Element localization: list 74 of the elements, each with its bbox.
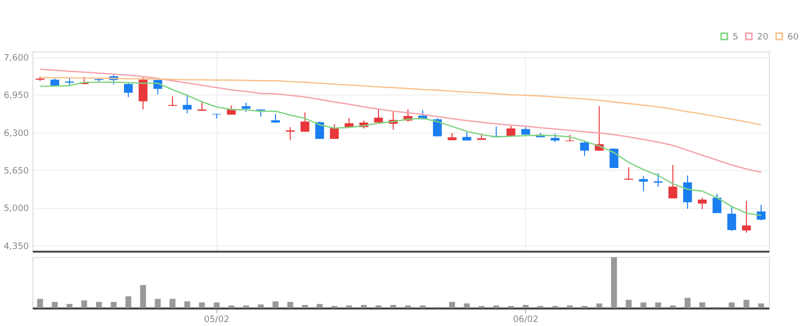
candlestick bbox=[756, 204, 766, 221]
bar bbox=[37, 298, 43, 308]
candlestick bbox=[683, 175, 692, 210]
bar bbox=[449, 302, 456, 308]
bar bbox=[52, 302, 58, 308]
candlestick bbox=[374, 108, 383, 124]
x-tick-label: 05/02 bbox=[204, 315, 230, 326]
bar bbox=[154, 298, 161, 308]
bar bbox=[655, 302, 662, 308]
x-tick-label: 06/02 bbox=[513, 315, 538, 326]
bar bbox=[170, 298, 176, 308]
bar bbox=[493, 305, 500, 308]
bar bbox=[743, 300, 750, 308]
bar bbox=[699, 302, 706, 308]
bar bbox=[360, 304, 367, 308]
bar bbox=[214, 302, 220, 308]
bar bbox=[522, 304, 529, 308]
bar bbox=[66, 304, 72, 308]
legend-label: 20 bbox=[757, 32, 769, 42]
y-tick-label: 5,000 bbox=[4, 204, 30, 214]
bar bbox=[81, 300, 88, 308]
candlestick bbox=[610, 148, 618, 168]
bar bbox=[184, 301, 190, 308]
candlestick bbox=[580, 140, 589, 156]
y-tick-label: 6,300 bbox=[4, 128, 30, 139]
candlestick bbox=[315, 121, 324, 140]
bar bbox=[272, 301, 278, 308]
candlestick bbox=[124, 82, 133, 98]
candlestick bbox=[668, 164, 678, 199]
candlestick bbox=[639, 176, 648, 192]
bar bbox=[566, 305, 573, 308]
bar bbox=[96, 302, 102, 308]
bar bbox=[258, 304, 264, 308]
y-tick-label: 6,950 bbox=[4, 91, 30, 102]
bar bbox=[611, 257, 617, 308]
bar bbox=[198, 302, 205, 308]
y-tick-label: 4,350 bbox=[4, 242, 30, 252]
bar bbox=[390, 304, 396, 308]
candlestick bbox=[300, 112, 310, 132]
bar bbox=[140, 285, 146, 308]
bar bbox=[420, 305, 426, 308]
bar bbox=[640, 302, 646, 308]
candlestick bbox=[742, 200, 751, 234]
bar bbox=[626, 300, 632, 308]
candlestick bbox=[727, 205, 736, 232]
bar bbox=[376, 305, 382, 308]
y-tick-label: 7,600 bbox=[4, 54, 30, 64]
bar bbox=[758, 303, 764, 308]
bar bbox=[346, 305, 352, 308]
y-tick-label: 5,650 bbox=[4, 166, 30, 177]
bar bbox=[464, 303, 470, 308]
bar bbox=[728, 302, 735, 308]
bar bbox=[287, 302, 294, 308]
bar bbox=[405, 305, 411, 308]
candlestick bbox=[182, 94, 192, 114]
bar bbox=[302, 304, 308, 308]
bar bbox=[228, 305, 234, 308]
legend-label: 60 bbox=[787, 32, 800, 42]
candlestick bbox=[330, 124, 339, 140]
bar bbox=[110, 302, 117, 308]
candlestick bbox=[138, 76, 148, 110]
bar bbox=[670, 305, 676, 308]
bar bbox=[243, 305, 250, 308]
bar bbox=[125, 296, 132, 308]
bar bbox=[596, 303, 602, 308]
candlestick bbox=[432, 118, 442, 137]
candlestick bbox=[624, 166, 634, 180]
bar bbox=[316, 304, 323, 308]
line-series bbox=[39, 68, 762, 173]
candlestick bbox=[242, 102, 250, 112]
bar bbox=[684, 298, 690, 308]
legend-label: 5 bbox=[732, 32, 738, 42]
candlestick bbox=[698, 197, 707, 210]
line-series bbox=[39, 76, 762, 126]
